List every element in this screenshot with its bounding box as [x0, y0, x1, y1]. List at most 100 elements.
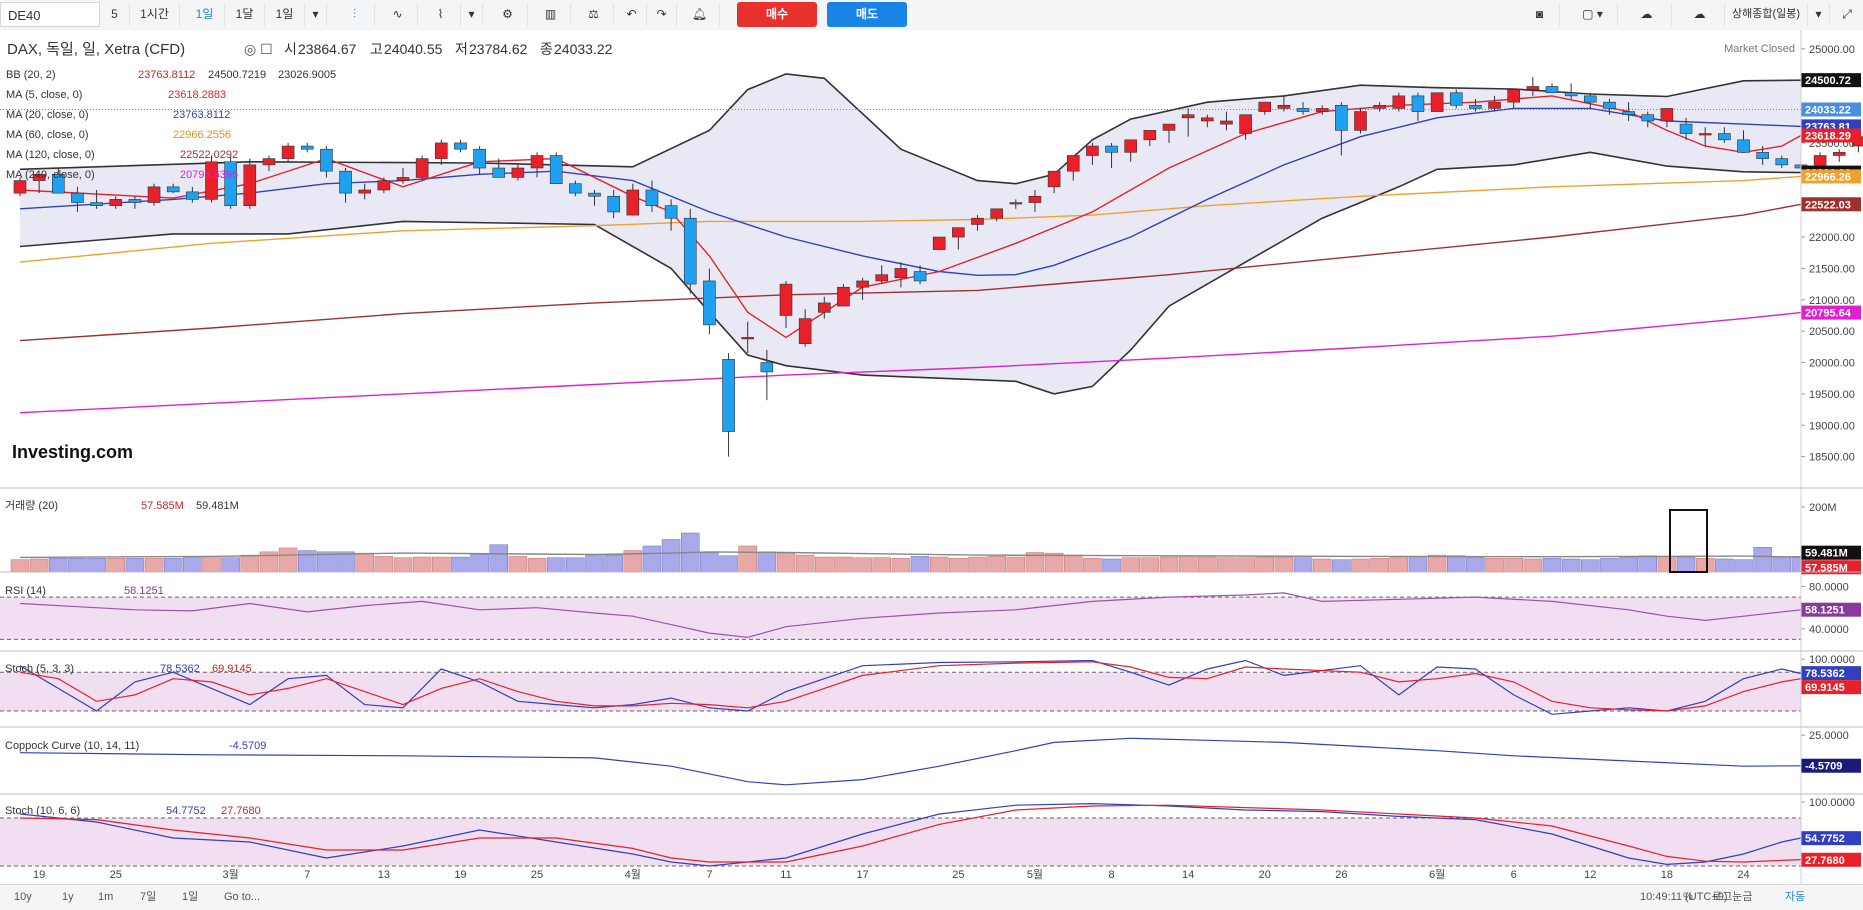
stoch1-d-value: 69.9145 [212, 663, 252, 675]
volume-bar [1293, 557, 1313, 573]
volume-bar [642, 545, 662, 573]
volume-bar [1159, 556, 1179, 573]
stoch1-line-D [19, 661, 1801, 712]
candle-body [1526, 86, 1540, 90]
interval-1m[interactable]: 1달 [225, 3, 265, 26]
fullscreen-icon[interactable]: ⤢ [1842, 7, 1852, 21]
price-tag-bg [1801, 128, 1861, 143]
volume-bar [910, 556, 930, 573]
candle-body [1143, 130, 1157, 141]
log-scale-toggle[interactable]: 로그눈금 [1712, 891, 1753, 903]
coppock-label[interactable]: Coppock Curve (10, 14, 11) [5, 740, 139, 752]
legend-ma5[interactable]: MA (5, close, 0) [6, 89, 82, 101]
chart-area[interactable]: 25000.0024500.0024000.0023500.0023000.00… [0, 30, 1863, 884]
line-chart-icon[interactable]: ∿ [378, 3, 418, 26]
percent-toggle[interactable]: % [1683, 891, 1693, 903]
stoch1-tag: 78.5362 [1805, 668, 1845, 680]
candle-body [664, 205, 678, 219]
range-1d[interactable]: 1일 [182, 891, 199, 903]
candle-type-icon[interactable]: ⫶ [335, 3, 375, 26]
stoch1-tick-label: 100.0000 [1809, 654, 1855, 666]
low-value: 23784.62 [469, 41, 528, 57]
legend-ma20[interactable]: MA (20, close, 0) [6, 109, 89, 121]
interval-1h[interactable]: 1시간 [130, 3, 180, 26]
interval-select[interactable]: 1일 [265, 3, 305, 26]
range-7d[interactable]: 7일 [140, 891, 157, 903]
price-tick-label: 22000.00 [1809, 232, 1855, 244]
chevron-down-icon[interactable]: ▾ [461, 3, 483, 26]
volume-bar [853, 557, 872, 573]
candle-body [1239, 114, 1252, 134]
stoch1-k-value: 78.5362 [160, 663, 200, 675]
legend-ma120[interactable]: MA (120, close, 0) [6, 149, 95, 161]
candle-body [760, 362, 774, 373]
candle-body [1315, 108, 1329, 112]
price-tick-label: 19000.00 [1809, 420, 1855, 432]
buy-button[interactable]: 매수 [737, 2, 817, 27]
coppock-tag-bg [1801, 758, 1861, 773]
price-tag: 23618.29 [1805, 131, 1851, 143]
stoch2-tag: 27.7680 [1805, 855, 1845, 867]
range-10y[interactable]: 10y [14, 891, 32, 903]
volume-bar [68, 558, 87, 573]
volume-label[interactable]: 거래량 (20) [5, 499, 58, 512]
coppock-tag: -4.5709 [1805, 761, 1842, 773]
coppock-tick-label: 25.0000 [1809, 730, 1849, 742]
stoch2-label[interactable]: Stoch (10, 6, 6) [5, 805, 80, 817]
volume-bar [508, 556, 528, 573]
candle-body [1335, 104, 1348, 131]
volume-bar [834, 556, 853, 573]
symbol-input[interactable]: DE40 [0, 2, 100, 27]
ohlc-icons[interactable]: ◎ ☐ [244, 41, 273, 57]
compare-icon[interactable]: ⚖ [574, 3, 614, 26]
x-tick-label: 6 [1511, 869, 1517, 881]
rsi-label[interactable]: RSI (14) [5, 585, 46, 597]
studies-icon[interactable]: ▥ [531, 3, 571, 26]
legend-ma60[interactable]: MA (60, close, 0) [6, 129, 89, 141]
legend-bb[interactable]: BB (20, 2) [6, 69, 56, 81]
cloud-download-icon[interactable]: ☁ [1622, 3, 1672, 26]
x-tick-label: 19 [454, 869, 466, 881]
x-tick-label: 7 [304, 869, 310, 881]
range-1y[interactable]: 1y [62, 891, 74, 903]
candle-body [1220, 120, 1233, 125]
indicator-icon[interactable]: ⌇ [421, 3, 461, 26]
candle-body [1277, 104, 1291, 109]
chevron-down-icon[interactable]: ▾ [305, 3, 327, 26]
stoch1-label[interactable]: Stoch (5, 3, 3) [5, 663, 74, 675]
stoch2-line-K [19, 802, 1802, 867]
template-icon[interactable]: ▢ ▾ [1568, 3, 1618, 26]
camera-icon[interactable]: ◙ [1520, 3, 1560, 26]
market-status: Market Closed [1724, 43, 1795, 55]
x-tick-label: 19 [33, 869, 45, 881]
alert-icon[interactable]: 🔔︎ [680, 3, 720, 26]
volume-bar [355, 552, 374, 573]
redo-icon[interactable]: ↷ [647, 3, 677, 26]
interval-1d[interactable]: 1일 [185, 3, 225, 26]
volume-bar [1466, 557, 1485, 573]
sell-button[interactable]: 매도 [827, 2, 907, 27]
volume-bar [87, 558, 106, 573]
price-tick-label: 20000.00 [1809, 358, 1855, 370]
bollinger-band-fill [20, 73, 1801, 394]
candle-body [1832, 152, 1846, 156]
candle-body [1124, 139, 1137, 153]
candle-body [1775, 158, 1789, 166]
candle-body [875, 274, 889, 282]
candle-body [1469, 104, 1482, 109]
x-tick-label: 20 [1259, 869, 1271, 881]
auto-scale-toggle[interactable]: 자동 [1785, 891, 1806, 903]
annotation-rectangle[interactable] [1669, 509, 1708, 573]
cloud-upload-icon[interactable]: ☁ [1675, 3, 1725, 26]
volume-bar [585, 555, 604, 573]
goto-date[interactable]: Go to... [224, 891, 261, 903]
gear-icon[interactable]: ⚙ [488, 3, 528, 26]
legend-ma240[interactable]: MA (240, close, 0) [6, 169, 95, 181]
layout-select[interactable]: 상해종합(일봉) [1725, 3, 1808, 26]
interval-5[interactable]: 5 [100, 3, 130, 26]
chevron-down-icon[interactable]: ▾ [1808, 3, 1830, 26]
undo-icon[interactable]: ↶ [617, 3, 647, 26]
candle-body [224, 161, 237, 206]
range-1m[interactable]: 1m [98, 891, 114, 903]
ma240-line [19, 311, 1801, 414]
